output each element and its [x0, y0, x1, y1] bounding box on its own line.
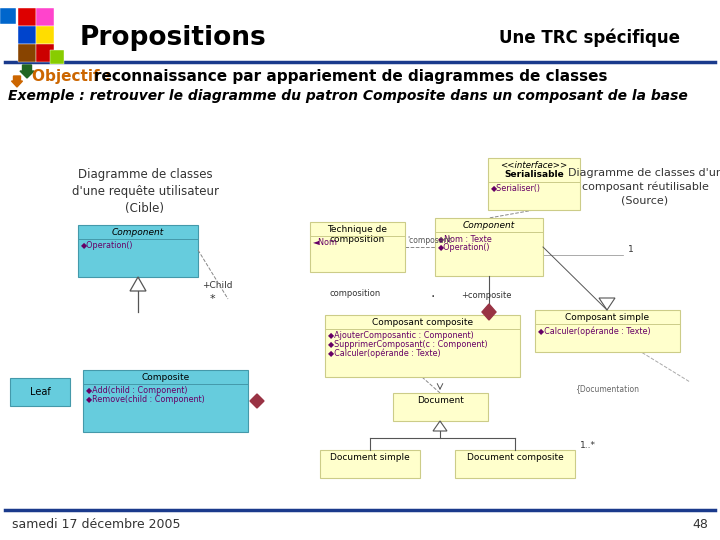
- Bar: [10, 378, 70, 406]
- Text: 48: 48: [692, 517, 708, 530]
- Text: ◆AjouterComposantic : Component): ◆AjouterComposantic : Component): [328, 331, 474, 340]
- Bar: [393, 393, 488, 421]
- Text: ◆Operation(): ◆Operation(): [438, 243, 490, 252]
- FancyArrow shape: [20, 65, 34, 78]
- Polygon shape: [599, 298, 615, 310]
- Bar: [320, 450, 420, 478]
- Text: Diagramme de classes
d'une requête utilisateur
(Cible): Diagramme de classes d'une requête utili…: [71, 168, 218, 215]
- Text: Une TRC spécifique: Une TRC spécifique: [499, 29, 680, 47]
- Text: Component: Component: [463, 221, 515, 230]
- Text: Diagramme de classes d'un
composant réutilisable
(Source): Diagramme de classes d'un composant réut…: [567, 168, 720, 205]
- Text: 1: 1: [628, 245, 634, 254]
- Text: ◆Calculer(opérande : Texte): ◆Calculer(opérande : Texte): [538, 326, 651, 335]
- Text: Document: Document: [417, 396, 464, 405]
- Polygon shape: [250, 394, 264, 408]
- Text: Composite: Composite: [141, 373, 189, 382]
- Bar: [18, 44, 36, 62]
- Bar: [310, 222, 405, 272]
- Text: ◆Serialiser(): ◆Serialiser(): [491, 184, 541, 193]
- Text: Technique de
composition: Technique de composition: [328, 225, 387, 245]
- Bar: [488, 158, 580, 210]
- Bar: [36, 44, 54, 62]
- Text: ◄Nom: ◄Nom: [313, 238, 338, 247]
- Text: 'composant: 'composant: [407, 236, 451, 245]
- Bar: [18, 8, 36, 26]
- Text: Composant simple: Composant simple: [565, 313, 649, 322]
- Text: Leaf: Leaf: [30, 387, 50, 397]
- Bar: [36, 26, 54, 44]
- Text: ◆Calculer(opérande : Texte): ◆Calculer(opérande : Texte): [328, 349, 441, 359]
- Text: ◆Nom : Texte: ◆Nom : Texte: [438, 234, 492, 243]
- Bar: [78, 225, 198, 277]
- Polygon shape: [130, 277, 146, 291]
- Text: <<interface>>: <<interface>>: [500, 161, 567, 170]
- Bar: [435, 218, 543, 276]
- Text: ◆Remove(child : Component): ◆Remove(child : Component): [86, 395, 204, 404]
- Text: +composite: +composite: [461, 292, 511, 300]
- Text: Objectif :: Objectif :: [32, 70, 117, 84]
- Bar: [36, 8, 54, 26]
- Text: reconnaissance par appariement de diagrammes de classes: reconnaissance par appariement de diagra…: [94, 70, 608, 84]
- Bar: [535, 310, 680, 352]
- Text: ◆SupprimerComposant(c : Component): ◆SupprimerComposant(c : Component): [328, 340, 487, 349]
- Polygon shape: [482, 304, 496, 320]
- Text: Serialisable: Serialisable: [504, 170, 564, 179]
- Text: 1..*: 1..*: [580, 442, 596, 450]
- Text: Composant composite: Composant composite: [372, 318, 473, 327]
- Bar: [455, 450, 575, 478]
- Text: {Documentation: {Documentation: [575, 384, 639, 393]
- FancyArrow shape: [12, 76, 22, 87]
- Text: Document composite: Document composite: [467, 453, 563, 462]
- Text: Document simple: Document simple: [330, 453, 410, 462]
- Text: +Child: +Child: [202, 280, 233, 289]
- Text: Propositions: Propositions: [80, 25, 266, 51]
- Bar: [325, 315, 520, 377]
- Bar: [83, 370, 248, 432]
- Bar: [50, 50, 64, 64]
- Text: composition: composition: [330, 288, 382, 298]
- Text: samedi 17 décembre 2005: samedi 17 décembre 2005: [12, 517, 181, 530]
- Bar: [0, 8, 16, 24]
- Text: ◆Add(child : Component): ◆Add(child : Component): [86, 386, 187, 395]
- Text: .: .: [430, 286, 434, 300]
- Text: *: *: [210, 294, 215, 304]
- Bar: [18, 26, 36, 44]
- Text: ◆Operation(): ◆Operation(): [81, 241, 133, 250]
- Text: Component: Component: [112, 228, 164, 237]
- Text: Exemple : retrouver le diagramme du patron Composite dans un composant de la bas: Exemple : retrouver le diagramme du patr…: [8, 89, 688, 103]
- Polygon shape: [433, 421, 447, 431]
